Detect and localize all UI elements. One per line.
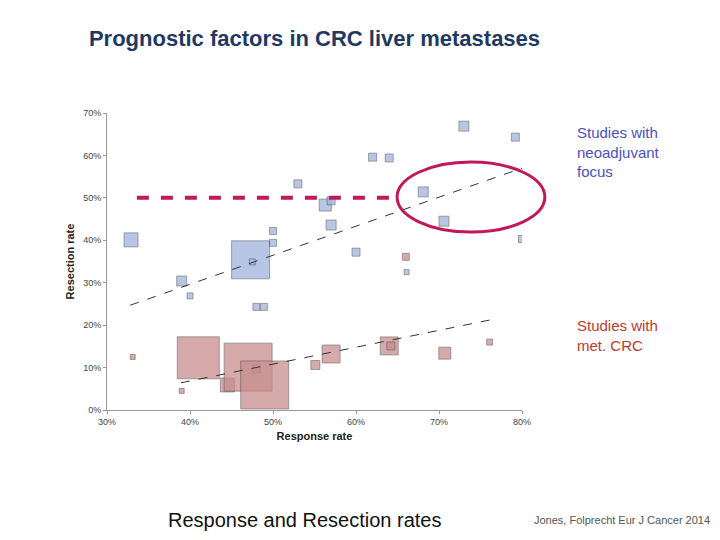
svg-text:Response and Resection rates: Response and Resection rates [168, 509, 442, 531]
svg-text:30%: 30% [83, 278, 101, 288]
svg-text:10%: 10% [83, 363, 101, 373]
svg-text:50%: 50% [83, 193, 101, 203]
svg-text:70%: 70% [83, 108, 101, 118]
svg-text:Resection rate: Resection rate [64, 224, 76, 300]
svg-text:60%: 60% [347, 417, 365, 427]
svg-text:40%: 40% [83, 235, 101, 245]
svg-text:40%: 40% [181, 417, 199, 427]
svg-text:70%: 70% [430, 417, 448, 427]
svg-text:60%: 60% [83, 151, 101, 161]
svg-text:Jones, Folprecht Eur J Cancer: Jones, Folprecht Eur J Cancer 2014 [534, 514, 710, 526]
svg-text:50%: 50% [264, 417, 282, 427]
svg-text:Studies withmet. CRC: Studies withmet. CRC [577, 317, 658, 354]
svg-text:Response rate: Response rate [277, 430, 353, 442]
svg-text:Prognostic factors in CRC live: Prognostic factors in CRC liver metastas… [89, 26, 540, 51]
svg-text:20%: 20% [83, 320, 101, 330]
svg-text:Studies withneoadjuvantfocus: Studies withneoadjuvantfocus [577, 124, 660, 180]
svg-text:0%: 0% [88, 405, 101, 415]
svg-text:30%: 30% [98, 417, 116, 427]
svg-text:80%: 80% [513, 417, 531, 427]
